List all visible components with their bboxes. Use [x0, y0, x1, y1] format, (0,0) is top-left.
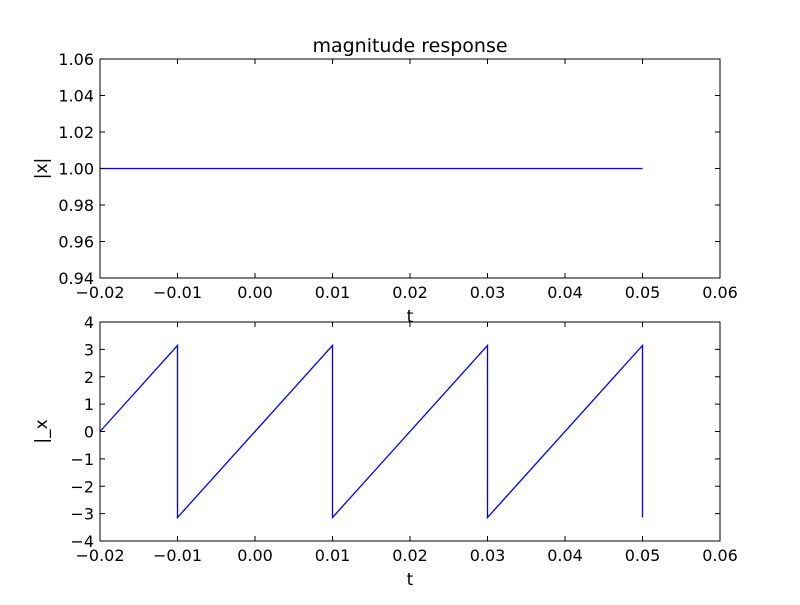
bottom-y-tick-label: −4	[70, 532, 94, 551]
top-x-tick-label: 0.01	[315, 283, 351, 302]
bottom-y-tick-label: 3	[84, 340, 94, 359]
top-y-tick-label: 0.98	[58, 196, 94, 215]
top-y-tick-label: 1.02	[58, 123, 94, 142]
bottom-y-tick-label: 1	[84, 395, 94, 414]
top-y-tick-label: 0.94	[58, 269, 94, 288]
bottom-y-tick-label: 0	[84, 423, 94, 442]
top-y-tick-label: 0.96	[58, 233, 94, 252]
bottom-series-line	[99, 343, 644, 520]
top-x-tick-label: 0.04	[547, 283, 583, 302]
bottom-x-tick-label: 0.06	[702, 546, 738, 565]
top-x-tick-label: 0.02	[392, 283, 428, 302]
bottom-y-tick-label: −3	[70, 505, 94, 524]
bottom-x-axis-label: t	[407, 570, 414, 590]
top-x-tick-label: 0.03	[470, 283, 506, 302]
chart-title: magnitude response	[312, 35, 507, 57]
bottom-x-tick-label: 0.00	[237, 546, 273, 565]
top-x-tick-label: −0.02	[75, 283, 124, 302]
bottom-x-tick-label: −0.01	[153, 546, 202, 565]
bottom-x-tick-label: 0.02	[392, 546, 428, 565]
bottom-y-axis-label: |_x	[32, 419, 52, 443]
bottom-x-tick-label: 0.01	[315, 546, 351, 565]
bottom-y-tick-label: −1	[70, 450, 94, 469]
top-y-tick-label: 1.06	[58, 50, 94, 69]
top-y-axis-label: |x|	[32, 158, 52, 180]
top-x-tick-label: 0.05	[625, 283, 661, 302]
bottom-x-tick-label: 0.05	[625, 546, 661, 565]
top-x-tick-label: 0.06	[702, 283, 738, 302]
top-x-tick-label: −0.01	[153, 283, 202, 302]
bottom-y-tick-label: 4	[84, 313, 94, 332]
top-x-tick-label: 0.00	[237, 283, 273, 302]
bottom-y-tick-label: 2	[84, 368, 94, 387]
bottom-x-tick-label: −0.02	[75, 546, 124, 565]
bottom-x-tick-label: 0.04	[547, 546, 583, 565]
bottom-y-tick-label: −2	[70, 477, 94, 496]
bottom-x-tick-label: 0.03	[470, 546, 506, 565]
top-axes: −0.02 −0.01 0.00 0.01 0.02 0.03 0.04 0.05 0.06 0.…	[32, 50, 738, 327]
bottom-axes: −0.02 −0.01 0.00 0.01 0.02 0.03 0.04 0.05 0.06 −4…	[32, 313, 738, 590]
top-y-tick-label: 1.00	[58, 160, 94, 179]
top-x-axis-label: t	[407, 307, 414, 327]
top-y-tick-label: 1.04	[58, 87, 94, 106]
